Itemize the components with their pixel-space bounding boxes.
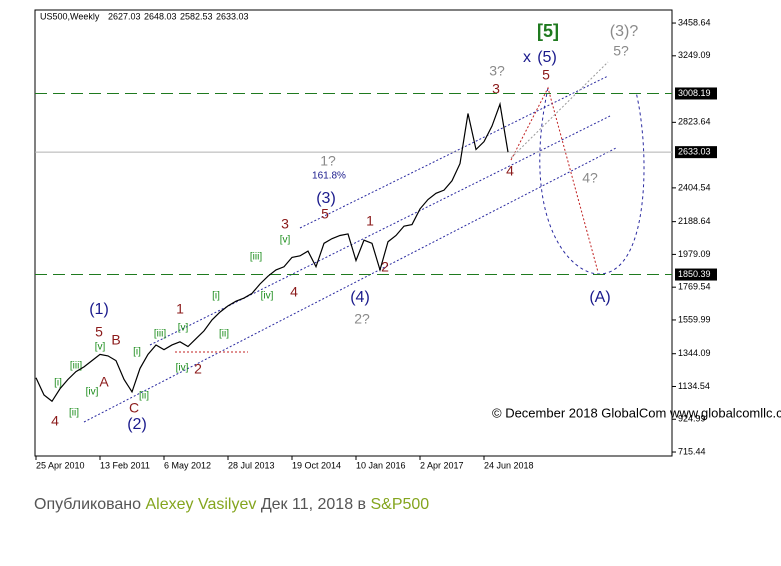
wave-label: 2 (194, 361, 202, 377)
level-box (675, 87, 717, 100)
wave-label: 2? (354, 311, 370, 327)
wave-label: 4 (290, 284, 298, 300)
wave-label: 1? (320, 153, 336, 169)
last-price-label: 2633.03 (678, 147, 711, 157)
wave-label: [iii] (250, 252, 262, 263)
wave-label: 5 (95, 324, 103, 340)
wave-label: [i] (133, 347, 141, 358)
plot-frame (34, 9, 673, 457)
channels (83, 75, 645, 423)
x-tick-label: 25 Apr 2010 (36, 460, 85, 470)
y-tick-label: 924.99 (678, 414, 706, 424)
wave-label: 3 (281, 216, 289, 232)
footer-prefix: Опубликовано (34, 496, 142, 513)
wave-label: 1 (366, 213, 374, 229)
low: 2582.53 (180, 11, 213, 21)
wave-label: [iv] (261, 291, 274, 302)
y-tick-label: 3458.64 (678, 17, 711, 27)
symbol: US500,Weekly (40, 11, 100, 21)
open: 2627.03 (108, 11, 141, 21)
wave-label: [v] (95, 342, 106, 353)
wave-label: 3 (492, 81, 500, 97)
chart: US500,Weekly 2627.03 2648.03 2582.53 263… (34, 9, 781, 470)
wave-label: 1 (176, 301, 184, 317)
x-tick-label: 10 Jan 2016 (356, 460, 406, 470)
price-line (35, 101, 509, 403)
wave-label: 5 (542, 67, 550, 83)
projection-gray (510, 61, 609, 159)
wave-label: (A) (589, 289, 610, 306)
x-tick-label: 2 Apr 2017 (420, 460, 464, 470)
wave-label: x (523, 49, 531, 66)
y-tick-label: 1134.54 (678, 381, 710, 391)
wave-label: C (129, 400, 139, 416)
wave-label: [iv] (86, 387, 99, 398)
x-tick-label: 28 Jul 2013 (228, 460, 275, 470)
wave-label: [v] (178, 323, 189, 334)
x-tick-label: 13 Feb 2011 (100, 460, 150, 470)
y-tick-label: 1769.54 (678, 282, 711, 292)
wave-label: [v] (280, 235, 291, 246)
level-label: 3008.19 (678, 88, 711, 98)
wave-label: [ii] (219, 329, 229, 340)
category[interactable]: S&P500 (370, 496, 430, 513)
wave-label: [i] (212, 291, 220, 302)
wave-label: B (111, 332, 120, 348)
x-tick-label: 19 Oct 2014 (292, 460, 341, 470)
author[interactable]: Alexey Vasilyev (145, 496, 257, 513)
y-tick-label: 3249.09 (678, 50, 711, 60)
y-tick-label: 2188.64 (678, 216, 711, 226)
wave-label: 4 (506, 163, 514, 179)
close: 2633.03 (216, 11, 249, 21)
wave-label: 5 (321, 206, 329, 222)
wave-label: 5? (613, 43, 629, 59)
wave-label: 4? (582, 170, 598, 186)
wave-label: (2) (127, 416, 147, 433)
level-label: 1850.39 (678, 269, 711, 279)
fib-label: 161.8% (312, 171, 346, 182)
wave-label: [5] (537, 21, 559, 41)
wave-label: [iii] (70, 361, 82, 372)
y-tick-label: 1979.09 (678, 249, 711, 259)
wave-label: 4 (51, 413, 59, 429)
x-tick-label: 24 Jun 2018 (484, 460, 534, 470)
y-tick-label: 2404.54 (678, 182, 711, 192)
wave-label: A (99, 374, 109, 390)
wave-label: (1) (89, 301, 109, 318)
y-tick-label: 1559.99 (678, 314, 711, 324)
last-price-box (675, 146, 717, 159)
wave-label: [ii] (139, 391, 149, 402)
wave-label: (5) (537, 49, 557, 66)
wave-label: (4) (350, 289, 370, 306)
wave-label: [ii] (69, 408, 79, 419)
y-tick-label: 1344.09 (678, 348, 711, 358)
wave-label: [iv] (176, 363, 189, 374)
footer: Опубликовано Alexey Vasilyev Дек 11, 201… (34, 496, 429, 514)
wave-label: 3? (489, 63, 505, 79)
wave-label: 2 (381, 259, 389, 275)
y-tick-label: 715.44 (678, 446, 706, 456)
y-tick-label: 2823.64 (678, 117, 711, 127)
wave-label: (3)? (610, 23, 639, 40)
annotations: [5] x (5) (3)? 5? 3? 5 3 1? 161.8% (3) 3… (35, 17, 717, 470)
footer-date: Дек 11, 2018 в (260, 496, 367, 513)
wave-label: [i] (54, 378, 62, 389)
x-tick-label: 6 May 2012 (164, 460, 211, 470)
copyright: © December 2018 GlobalCom www.globalcoml… (492, 405, 781, 420)
wave-label: [iii] (154, 329, 166, 340)
level-box (675, 268, 717, 281)
high: 2648.03 (144, 11, 177, 21)
wave-label: (3) (316, 190, 336, 207)
projection-red (175, 86, 599, 353)
